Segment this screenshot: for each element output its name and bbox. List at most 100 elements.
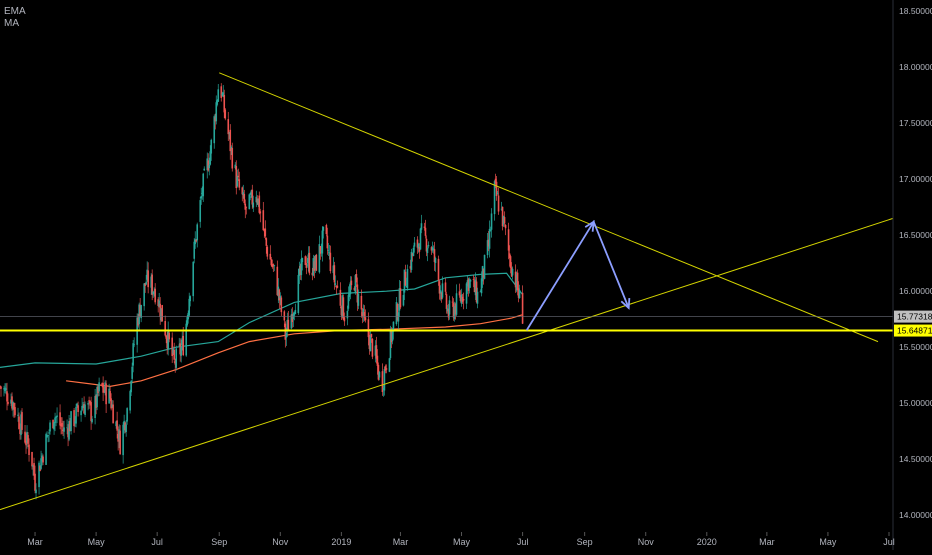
- candle: [133, 337, 135, 348]
- candle: [411, 252, 414, 262]
- candle: [322, 226, 325, 239]
- candle: [241, 186, 244, 202]
- drawing-annotations[interactable]: [0, 72, 894, 511]
- candle: [224, 108, 227, 121]
- time-axis[interactable]: Mar May Jul Sep Nov 2019 Mar May Jul Sep Nov 2020 Ma…: [27, 532, 895, 547]
- candle-body: [48, 432, 50, 434]
- candle: [193, 238, 196, 264]
- candle: [300, 250, 303, 281]
- candle: [504, 223, 507, 236]
- candle: [395, 296, 398, 326]
- candle-body: [179, 343, 182, 355]
- candle-body: [441, 283, 444, 298]
- candle: [473, 276, 476, 293]
- candle-body: [409, 266, 412, 269]
- candle-body: [454, 303, 457, 315]
- candle-body: [203, 168, 206, 171]
- candle: [301, 257, 304, 271]
- candle: [67, 424, 69, 447]
- candle-body: [68, 421, 70, 440]
- candle: [371, 337, 374, 360]
- candle-body: [132, 343, 134, 366]
- candle-body: [173, 349, 175, 360]
- candle-body: [404, 271, 407, 286]
- candle-body: [410, 251, 413, 270]
- candle-body: [97, 386, 99, 394]
- candle-body: [90, 402, 92, 422]
- candle: [270, 256, 273, 267]
- candle: [306, 257, 309, 268]
- candle: [348, 284, 351, 302]
- price-axis[interactable]: 14.00000 14.50000 15.00000 15.50000 16.00000…: [892, 0, 932, 550]
- candle: [81, 397, 83, 412]
- candle-body: [259, 211, 262, 214]
- support-price-tag-bg: [894, 324, 932, 337]
- candle-body: [206, 158, 209, 171]
- candle: [319, 246, 322, 260]
- candle-body: [483, 254, 486, 279]
- candle: [110, 393, 112, 411]
- candle: [312, 254, 315, 277]
- candle-body: [98, 382, 100, 392]
- candle-body: [495, 181, 498, 196]
- candle-body: [67, 428, 69, 438]
- candle: [55, 415, 57, 427]
- candle-body: [126, 408, 128, 422]
- time-tick-label: Mar: [27, 537, 43, 547]
- candle-body: [251, 189, 254, 205]
- candle: [75, 403, 77, 428]
- candle-body: [501, 206, 504, 227]
- candle: [63, 420, 65, 439]
- candle: [482, 268, 485, 285]
- candle: [459, 289, 462, 303]
- candle-body: [3, 388, 5, 390]
- ema-legend-label[interactable]: EMA: [4, 6, 26, 17]
- candle: [284, 321, 287, 348]
- time-tick-label: Jul: [883, 537, 895, 547]
- candle: [325, 223, 328, 237]
- candle-body: [301, 257, 304, 263]
- candle-body: [180, 346, 183, 356]
- candle: [115, 420, 117, 429]
- candle-body: [298, 268, 301, 276]
- candle: [230, 145, 233, 156]
- candle-body: [347, 295, 350, 309]
- candle: [18, 412, 20, 430]
- candle: [265, 237, 268, 254]
- candle-body: [248, 194, 251, 210]
- candle-body: [202, 173, 205, 197]
- candle: [335, 285, 338, 295]
- candle: [440, 291, 443, 303]
- candle-body: [188, 298, 191, 316]
- candle: [222, 84, 225, 98]
- candle-body: [328, 251, 331, 253]
- candle: [339, 282, 342, 309]
- candle-body: [399, 288, 402, 308]
- candle: [320, 243, 323, 257]
- candle-body: [171, 337, 173, 357]
- candle-body: [461, 296, 464, 302]
- candle-body: [231, 147, 234, 169]
- price-tick-label: 15.00000: [899, 398, 932, 408]
- ma-legend-label[interactable]: MA: [4, 18, 19, 29]
- candle-body: [389, 329, 392, 359]
- candle: [328, 244, 331, 260]
- candle-body: [497, 195, 500, 212]
- candle: [98, 377, 100, 397]
- candle-body: [18, 416, 20, 429]
- candle: [60, 417, 62, 435]
- candle-body: [431, 247, 434, 251]
- candle: [158, 292, 160, 308]
- candle: [201, 186, 204, 200]
- candle-body: [257, 198, 260, 205]
- candle-body: [487, 239, 490, 247]
- candle-body: [357, 293, 360, 306]
- candle: [46, 431, 48, 438]
- candle-body: [28, 444, 30, 456]
- candle: [402, 289, 405, 307]
- candle: [196, 222, 199, 248]
- candle-body: [355, 273, 358, 283]
- price-tick-label: 14.00000: [899, 510, 932, 520]
